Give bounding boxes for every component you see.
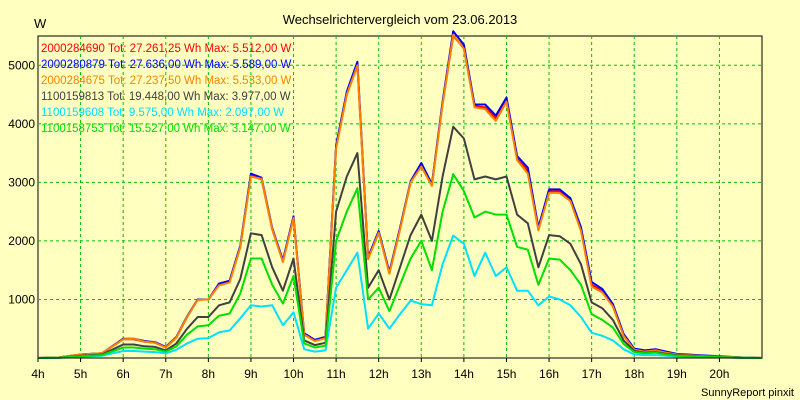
series-line-1100159608 bbox=[37, 234, 763, 359]
x-tick-label: 8h bbox=[202, 367, 215, 381]
plot-background bbox=[37, 35, 763, 359]
footer-credit: SunnyReport pinxit bbox=[701, 387, 794, 399]
legend-entry-2000284675: 2000284675 Tot: 27.237,50 Wh Max: 5.533,… bbox=[41, 75, 292, 87]
x-tick-label: 12h bbox=[369, 367, 389, 381]
legend-entry-1100159813: 1100159813 Tot: 19.448,00 Wh Max: 3.977,… bbox=[41, 91, 291, 103]
x-tick-label: 11h bbox=[327, 367, 346, 381]
x-tick-label: 20h bbox=[709, 367, 729, 381]
x-tick-label: 15h bbox=[496, 367, 516, 381]
x-tick-label: 7h bbox=[159, 367, 172, 381]
x-tick-label: 5h bbox=[74, 367, 87, 381]
y-tick-label: 2000 bbox=[8, 234, 35, 248]
y-tick-label: 5000 bbox=[8, 58, 35, 72]
series-line-1100159813 bbox=[37, 125, 763, 359]
x-tick-label: 18h bbox=[624, 367, 644, 381]
plot-area bbox=[37, 30, 763, 359]
x-tick-label: 9h bbox=[244, 367, 257, 381]
series-layer bbox=[37, 30, 763, 359]
series-line-2000284675 bbox=[37, 33, 763, 359]
x-tick-label: 10h bbox=[284, 367, 304, 381]
grid bbox=[38, 36, 762, 358]
x-tick-label: 16h bbox=[539, 367, 559, 381]
y-tick-label: 3000 bbox=[8, 175, 35, 189]
x-tick-labels: 4h 5h 6h 7h 8h 9h 10h 11h 12h 13h 14h 15h 16h 17h 18h 1… bbox=[31, 358, 729, 381]
y-tick-label: 4000 bbox=[8, 117, 35, 131]
chart-title: Wechselrichtervergleich vom 23.06.2013 bbox=[283, 12, 518, 27]
x-tick-label: 6h bbox=[116, 367, 129, 381]
x-tick-label: 4h bbox=[31, 367, 44, 381]
legend-entry-2000284690: 2000284690 Tot: 27.261,25 Wh Max: 5.512,… bbox=[41, 43, 292, 55]
legend-entry-2000280879: 2000280879 Tot: 27.636,00 Wh Max: 5.589,… bbox=[41, 59, 292, 71]
y-tick-labels: 1000 2000 3000 4000 5000 bbox=[8, 58, 35, 306]
x-tick-label: 19h bbox=[667, 367, 687, 381]
x-tick-label: 14h bbox=[454, 367, 474, 381]
x-tick-label: 17h bbox=[582, 367, 602, 381]
legend-entry-1100159608: 1100159608 Tot: 9.575,00 Wh Max: 2.097,0… bbox=[41, 107, 284, 119]
x-tick-label: 13h bbox=[411, 367, 431, 381]
series-line-1100158753 bbox=[37, 173, 763, 359]
y-axis-unit: W bbox=[34, 16, 47, 31]
legend: 2000284690 Tot: 27.261,25 Wh Max: 5.512,… bbox=[41, 43, 292, 135]
y-tick-label: 1000 bbox=[8, 292, 35, 306]
legend-entry-1100158753: 1100158753 Tot: 15.527,00 Wh Max: 3.147,… bbox=[41, 123, 291, 135]
